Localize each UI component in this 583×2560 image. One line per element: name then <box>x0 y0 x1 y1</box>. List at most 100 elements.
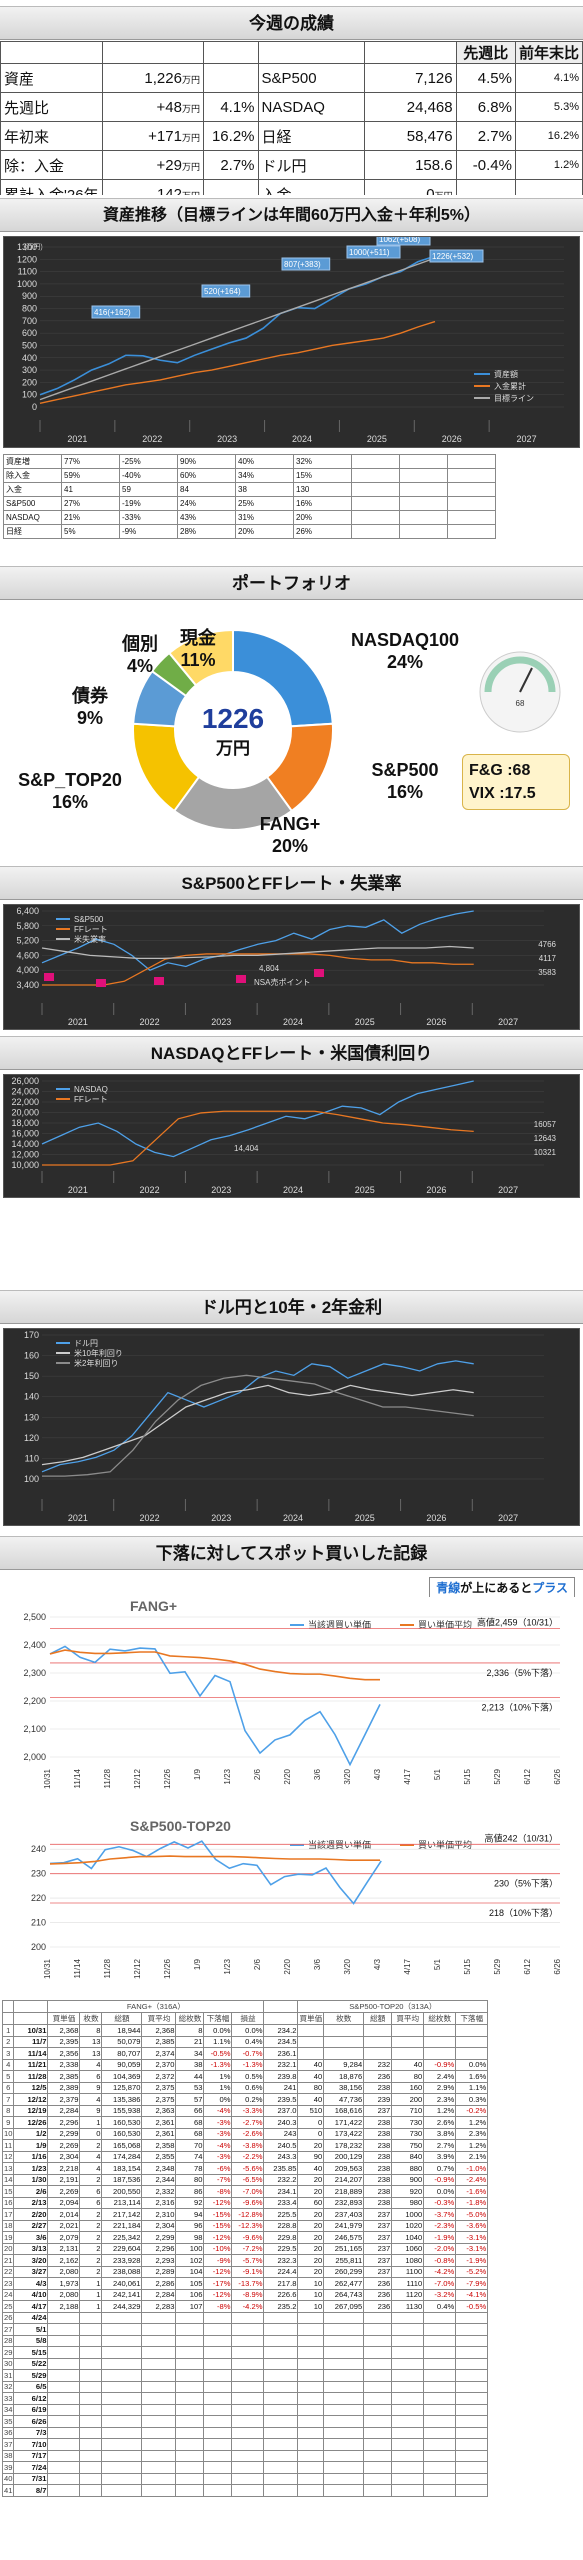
rec-cell <box>101 2426 143 2439</box>
rec-cell: 20 <box>297 2208 325 2221</box>
rec-cell <box>175 2311 205 2324</box>
rec-cell: 200,550 <box>101 2185 143 2198</box>
rec-cell <box>423 2024 457 2037</box>
pie-slice-6 <box>167 628 234 687</box>
rec-cell: 229,604 <box>101 2242 143 2255</box>
rec-cell: -0.5% <box>455 2300 489 2313</box>
rec-cell: 7/17 <box>13 2449 49 2462</box>
rec-cell: 38,156 <box>323 2081 365 2094</box>
rec-cell: 20 <box>297 2219 325 2232</box>
rec-cell <box>391 2403 425 2416</box>
rec-cell <box>297 2438 325 2451</box>
fg-needle <box>519 667 533 693</box>
rec-cell: 2/6 <box>13 2185 49 2198</box>
rec-cell: 1060 <box>391 2242 425 2255</box>
x-tick: 3/6 <box>313 1768 322 1780</box>
rec-cell: 11/28 <box>13 2070 49 2083</box>
rec-col: 損益 <box>231 2012 265 2025</box>
rec-cell: 2,296 <box>141 2242 177 2255</box>
rec-cell: 2,080 <box>47 2288 81 2301</box>
records-table: FANG+（316A） S&P500-TOP20（313A） 買単価 枚数 総額 買平均総… <box>1 2000 489 2497</box>
asset-annotation: 520(+164) <box>201 284 251 298</box>
asset-annotation: 1000(+511) <box>346 245 401 259</box>
rec-cell <box>423 2035 457 2048</box>
perf-week-2: 2.7% <box>455 121 516 151</box>
asset-series-2 <box>39 257 436 401</box>
rec-cell: -0.8% <box>423 2254 457 2267</box>
rec-cell: 2 <box>79 2208 103 2221</box>
rec-hdr <box>1 2000 15 2013</box>
rec-cell: 232.2 <box>263 2173 299 2186</box>
rec-cell: 2,379 <box>47 2093 81 2106</box>
rec-cell: -2.4% <box>455 2173 489 2186</box>
rec-cell <box>203 2472 233 2485</box>
rec-cell: 1 <box>79 2116 103 2129</box>
rec-cell: 251,165 <box>323 2242 365 2255</box>
rec-cell: 105 <box>175 2277 205 2290</box>
rec-cell <box>323 2346 365 2359</box>
rec-cell <box>231 2346 265 2359</box>
rec-index: 15 <box>1 2185 15 2198</box>
y-tick: 100 <box>22 390 37 400</box>
returns-empty <box>399 510 448 525</box>
vix-value: VIX :17.5 <box>469 785 536 802</box>
rec-cell: 1.2% <box>455 2139 489 2152</box>
rec-cell <box>141 2472 177 2485</box>
rec-cell <box>79 2357 103 2370</box>
rec-cell <box>175 2369 205 2382</box>
rec-cell: 980 <box>391 2196 425 2209</box>
x-tick: 2/6 <box>253 1768 262 1780</box>
perf-week-1: 6.8% <box>455 92 516 122</box>
perf-ratio-2: 16.2% <box>202 121 259 151</box>
returns-cell: -9% <box>119 524 178 539</box>
legend-label: 米失業率 <box>74 934 106 944</box>
returns-empty <box>447 510 496 525</box>
rec-cell <box>203 2438 233 2451</box>
rec-cell: 1/9 <box>13 2139 49 2152</box>
rec-cell <box>231 2426 265 2439</box>
spot-title: 下落に対してスポット買いした記録 <box>0 1536 583 1570</box>
rec-cell: 242,141 <box>101 2288 143 2301</box>
rec-cell <box>455 2449 489 2462</box>
rec-cell: 214,207 <box>323 2173 365 2186</box>
pie-label-0: NASDAQ100 <box>351 630 459 650</box>
rec-cell <box>323 2415 365 2428</box>
rec-index: 26 <box>1 2311 15 2324</box>
rec-cell: 237 <box>363 2265 393 2278</box>
rec-cell: 2,358 <box>141 2139 177 2152</box>
rec-cell: 102 <box>175 2254 205 2267</box>
top20-weekly <box>49 1840 382 1905</box>
rec-cell: 2,372 <box>141 2070 177 2083</box>
rec-cell <box>175 2438 205 2451</box>
rec-cell <box>47 2403 81 2416</box>
returns-cell: 59% <box>61 468 120 483</box>
fg-arc <box>484 656 556 693</box>
perf-week-0: 4.5% <box>455 63 516 93</box>
rec-cell: 12/5 <box>13 2081 49 2094</box>
legend-label: NASDAQ <box>74 1085 108 1094</box>
rec-cell: 237.0 <box>263 2104 299 2117</box>
y-tick: 1300 <box>17 242 37 252</box>
rec-cell: 200 <box>391 2093 425 2106</box>
perf-label-0: 資産 <box>0 63 103 93</box>
rec-cell: -2.2% <box>231 2150 265 2163</box>
returns-cell: 26% <box>293 524 352 539</box>
returns-cell: 16% <box>293 496 352 511</box>
rec-cell: 2,344 <box>141 2173 177 2186</box>
rec-cell: 18,876 <box>323 2070 365 2083</box>
rec-hdr <box>13 2000 49 2013</box>
rec-cell <box>363 2334 393 2347</box>
rec-cell <box>363 2357 393 2370</box>
rec-cell <box>391 2449 425 2462</box>
pie-pct-5: 4% <box>127 656 153 676</box>
rec-cell <box>175 2323 205 2336</box>
year-label: 2027 <box>517 434 537 444</box>
spot-note-row: 青線が上にあるとプラス <box>0 1575 583 1597</box>
rec-index: 24 <box>1 2288 15 2301</box>
rec-cell: 2,385 <box>141 2035 177 2048</box>
ref-label: 218（10%下落） <box>489 1907 558 1918</box>
rec-cell: 13 <box>79 2035 103 2048</box>
rec-cell <box>203 2380 233 2393</box>
rec-cell <box>203 2369 233 2382</box>
year-label: 2027 <box>498 1185 518 1195</box>
